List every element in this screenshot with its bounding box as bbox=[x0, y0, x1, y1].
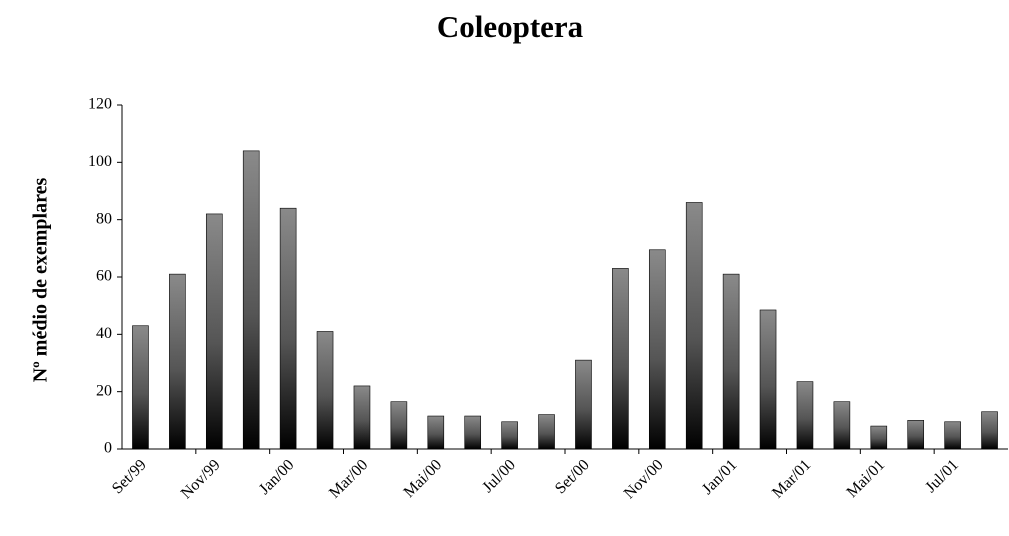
y-tick-label: 60 bbox=[96, 268, 112, 285]
x-tick-label: Jul/00 bbox=[479, 456, 519, 496]
x-tick-label: Mai/00 bbox=[401, 456, 446, 501]
y-tick-label: 80 bbox=[96, 210, 112, 227]
bar bbox=[464, 415, 482, 450]
bar bbox=[242, 150, 260, 450]
bar bbox=[833, 401, 851, 450]
x-tick-label: Nov/00 bbox=[621, 456, 667, 502]
chart-title: Coleoptera bbox=[437, 9, 584, 44]
bar bbox=[944, 421, 961, 450]
bar bbox=[205, 213, 223, 450]
y-tick-label: 100 bbox=[88, 153, 112, 170]
bar bbox=[796, 381, 814, 450]
x-tick-label: Jul/01 bbox=[922, 456, 962, 496]
y-tick-label: 40 bbox=[96, 325, 112, 342]
y-tick-label: 120 bbox=[88, 96, 112, 113]
bar bbox=[870, 425, 888, 450]
bar bbox=[685, 202, 703, 450]
x-tick-label: Set/00 bbox=[552, 456, 593, 497]
bar bbox=[538, 414, 555, 450]
bar bbox=[316, 331, 334, 450]
y-tick-label: 20 bbox=[96, 382, 112, 399]
x-tick-label: Set/99 bbox=[109, 456, 150, 497]
x-tick-label: Mai/01 bbox=[844, 456, 889, 501]
bar bbox=[907, 420, 925, 450]
x-tick-label: Mar/01 bbox=[769, 456, 814, 501]
y-tick-label: 0 bbox=[104, 440, 112, 457]
bar bbox=[169, 273, 186, 450]
bar bbox=[132, 325, 149, 450]
bar bbox=[353, 385, 371, 450]
bar bbox=[612, 268, 629, 450]
bar bbox=[648, 249, 666, 450]
bar bbox=[981, 411, 998, 450]
x-tick-label: Jan/01 bbox=[699, 456, 741, 498]
bar bbox=[390, 401, 408, 450]
bar bbox=[759, 309, 777, 450]
bar bbox=[722, 273, 740, 450]
x-tick-label: Mar/00 bbox=[326, 456, 371, 501]
bar bbox=[427, 415, 445, 450]
bar bbox=[279, 207, 297, 450]
bar bbox=[501, 421, 518, 450]
y-axis-label: Nº médio de exemplares bbox=[30, 178, 52, 383]
bar bbox=[575, 359, 592, 450]
x-tick-label: Nov/99 bbox=[178, 456, 224, 502]
x-tick-label: Jan/00 bbox=[256, 456, 298, 498]
